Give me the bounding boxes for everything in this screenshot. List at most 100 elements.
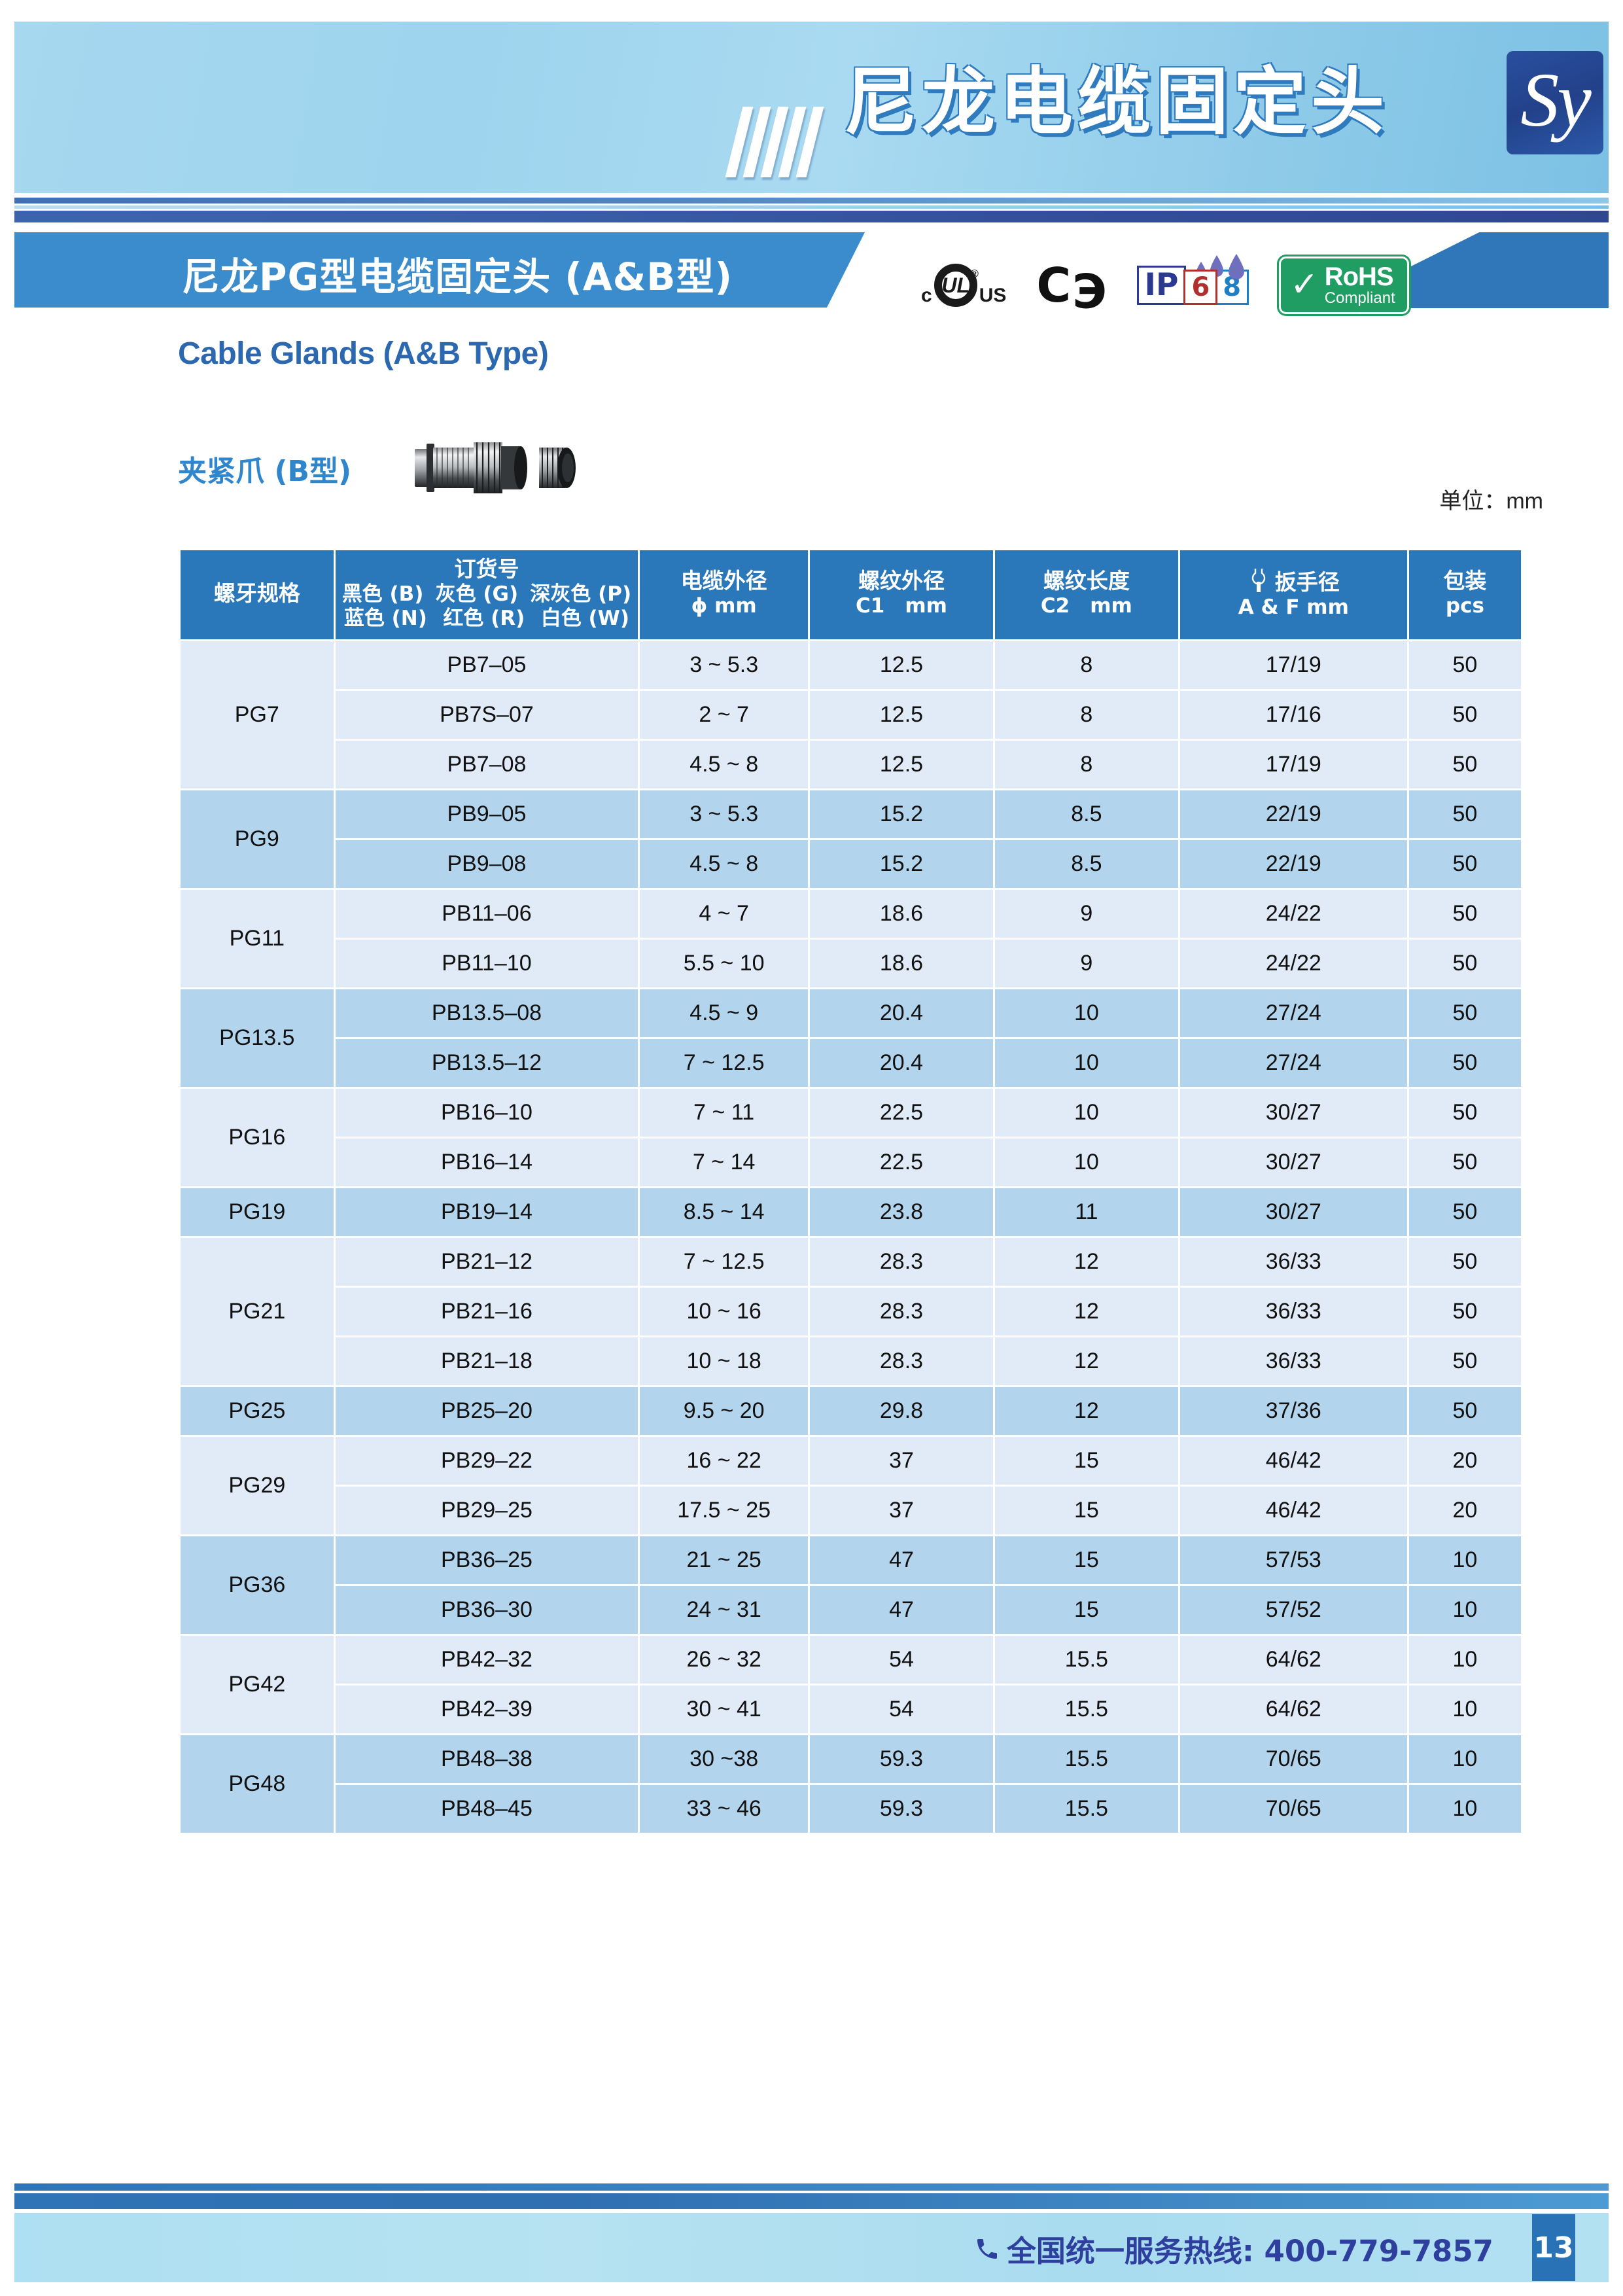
cell-cable-od: 7 ~ 12.5 xyxy=(640,1039,809,1087)
cell-packing: 10 xyxy=(1408,1636,1521,1684)
cell-wrench-size: 70/65 xyxy=(1179,1785,1407,1833)
color-red-r: 红色 (R) xyxy=(443,606,525,630)
cell-wrench-size: 22/19 xyxy=(1179,790,1407,839)
color-black-b: 黑色 (B) xyxy=(341,582,424,606)
cell-thread-od: 54 xyxy=(810,1636,993,1684)
table-body: PG7 PB7–05 3 ~ 5.3 12.5 8 17/19 50 PB7S–07 2 ~ 7… xyxy=(181,641,1521,1833)
cell-cable-od: 8.5 ~ 14 xyxy=(640,1188,809,1237)
cell-thread-spec: PG25 xyxy=(181,1387,334,1436)
cul-us-icon: c UL ® US xyxy=(921,264,1006,307)
cell-order-no: PB21–18 xyxy=(335,1337,638,1386)
cell-cable-od: 10 ~ 18 xyxy=(640,1337,809,1386)
cell-thread-length: 15 xyxy=(994,1437,1178,1485)
cell-order-no: PB19–14 xyxy=(335,1188,638,1237)
cell-cable-od: 4 ~ 7 xyxy=(640,890,809,938)
cell-cable-od: 21 ~ 25 xyxy=(640,1536,809,1585)
cell-thread-length: 12 xyxy=(994,1238,1178,1286)
cell-thread-length: 15 xyxy=(994,1536,1178,1585)
cell-order-no: PB29–25 xyxy=(335,1487,638,1535)
table-row: PB36–30 24 ~ 31 47 15 57/52 10 xyxy=(181,1586,1521,1634)
cell-thread-od: 15.2 xyxy=(810,790,993,839)
cell-order-no: PB36–25 xyxy=(335,1536,638,1585)
cell-thread-od: 28.3 xyxy=(810,1288,993,1336)
cell-packing: 50 xyxy=(1408,641,1521,690)
cell-thread-spec: PG29 xyxy=(181,1437,334,1535)
cell-thread-length: 15 xyxy=(994,1487,1178,1535)
cell-order-no: PB7S–07 xyxy=(335,691,638,739)
table-row: PG16 PB16–10 7 ~ 11 22.5 10 30/27 50 xyxy=(181,1089,1521,1187)
unit-note: 单位：mm xyxy=(1439,489,1543,514)
cell-wrench-size: 64/62 xyxy=(1179,1636,1407,1684)
th-cable-od: 电缆外径 ϕ mm xyxy=(640,550,809,640)
cell-order-no: PB21–16 xyxy=(335,1288,638,1336)
cell-wrench-size: 17/19 xyxy=(1179,641,1407,690)
cell-packing: 10 xyxy=(1408,1785,1521,1833)
cell-thread-od: 54 xyxy=(810,1686,993,1734)
table-row: PB42–39 30 ~ 41 54 15.5 64/62 10 xyxy=(181,1686,1521,1734)
cell-thread-length: 10 xyxy=(994,989,1178,1038)
cell-thread-length: 15 xyxy=(994,1586,1178,1634)
hotline: 全国统一服务热线: 400-779-7857 xyxy=(974,2227,1493,2270)
table-row: PB29–25 17.5 ~ 25 37 15 46/42 20 xyxy=(181,1487,1521,1535)
table-row: PG7 PB7–05 3 ~ 5.3 12.5 8 17/19 50 xyxy=(181,641,1521,789)
banner-title: 尼龙电缆固定头 xyxy=(844,60,1389,145)
table-row: PG11 PB11–06 4 ~ 7 18.6 9 24/22 50 xyxy=(181,890,1521,988)
table-row: PB21–16 10 ~ 16 28.3 12 36/33 50 xyxy=(181,1288,1521,1336)
table-row: PG48 PB48–38 30 ~38 59.3 15.5 70/65 10 xyxy=(181,1735,1521,1833)
table-row: PG36 PB36–25 21 ~ 25 47 15 57/53 10 xyxy=(181,1536,1521,1634)
table-row: PB7S–07 2 ~ 7 12.5 8 17/16 50 xyxy=(181,691,1521,739)
table-row: PB11–10 5.5 ~ 10 18.6 9 24/22 50 xyxy=(181,940,1521,988)
footer-rule-a xyxy=(14,2183,1609,2191)
cell-wrench-size: 30/27 xyxy=(1179,1188,1407,1237)
cell-thread-length: 9 xyxy=(994,940,1178,988)
cell-wrench-size: 24/22 xyxy=(1179,890,1407,938)
footer-band xyxy=(14,2213,1609,2282)
section-title-en: Cable Glands (A&B Type) xyxy=(178,336,549,371)
cell-thread-spec: PG7 xyxy=(181,641,334,789)
cell-thread-od: 29.8 xyxy=(810,1387,993,1436)
cell-thread-od: 12.5 xyxy=(810,641,993,690)
cell-order-no: PB25–20 xyxy=(335,1387,638,1436)
table-row: PB21–18 10 ~ 18 28.3 12 36/33 50 xyxy=(181,1337,1521,1386)
table-row: PG21 PB21–12 7 ~ 12.5 28.3 12 36/33 50 xyxy=(181,1238,1521,1386)
th-order-no: 订货号 黑色 (B) 灰色 (G) 深灰色 (P) 蓝色 (N) 红色 (R) … xyxy=(335,550,638,640)
cell-wrench-size: 27/24 xyxy=(1179,1039,1407,1087)
cell-cable-od: 24 ~ 31 xyxy=(640,1586,809,1634)
cell-packing: 10 xyxy=(1408,1586,1521,1634)
cell-order-no: PB7–08 xyxy=(335,741,638,789)
phone-icon xyxy=(977,2238,997,2259)
cell-wrench-size: 17/16 xyxy=(1179,691,1407,739)
cell-thread-length: 15.5 xyxy=(994,1735,1178,1784)
cell-thread-od: 37 xyxy=(810,1487,993,1535)
cell-cable-od: 30 ~ 41 xyxy=(640,1686,809,1734)
ce-icon: C℈ xyxy=(1036,258,1107,313)
cell-thread-length: 12 xyxy=(994,1337,1178,1386)
cell-thread-spec: PG19 xyxy=(181,1188,334,1237)
cell-wrench-size: 36/33 xyxy=(1179,1288,1407,1336)
company-logo: Sy xyxy=(1507,51,1603,154)
cell-thread-spec: PG21 xyxy=(181,1238,334,1386)
cell-thread-od: 37 xyxy=(810,1437,993,1485)
cell-wrench-size: 64/62 xyxy=(1179,1686,1407,1734)
cell-thread-length: 8.5 xyxy=(994,840,1178,889)
cell-thread-length: 12 xyxy=(994,1387,1178,1436)
cell-thread-spec: PG9 xyxy=(181,790,334,889)
cell-thread-spec: PG48 xyxy=(181,1735,334,1833)
table-row: PG29 PB29–22 16 ~ 22 37 15 46/42 20 xyxy=(181,1437,1521,1535)
cell-thread-spec: PG36 xyxy=(181,1536,334,1634)
section-title-bar xyxy=(14,232,865,308)
color-darkgray-p: 深灰色 (P) xyxy=(530,582,632,606)
cell-wrench-size: 70/65 xyxy=(1179,1735,1407,1784)
cell-thread-length: 8 xyxy=(994,741,1178,789)
rohs-icon: ✓ RoHS Compliant xyxy=(1279,256,1409,315)
cell-packing: 20 xyxy=(1408,1487,1521,1535)
cell-wrench-size: 22/19 xyxy=(1179,840,1407,889)
cell-thread-od: 23.8 xyxy=(810,1188,993,1237)
cell-wrench-size: 30/27 xyxy=(1179,1089,1407,1137)
cell-wrench-size: 17/19 xyxy=(1179,741,1407,789)
cell-packing: 10 xyxy=(1408,1735,1521,1784)
diagonal-stripes-icon xyxy=(725,107,840,177)
table-row: PB13.5–12 7 ~ 12.5 20.4 10 27/24 50 xyxy=(181,1039,1521,1087)
cell-order-no: PB36–30 xyxy=(335,1586,638,1634)
cell-cable-od: 3 ~ 5.3 xyxy=(640,790,809,839)
